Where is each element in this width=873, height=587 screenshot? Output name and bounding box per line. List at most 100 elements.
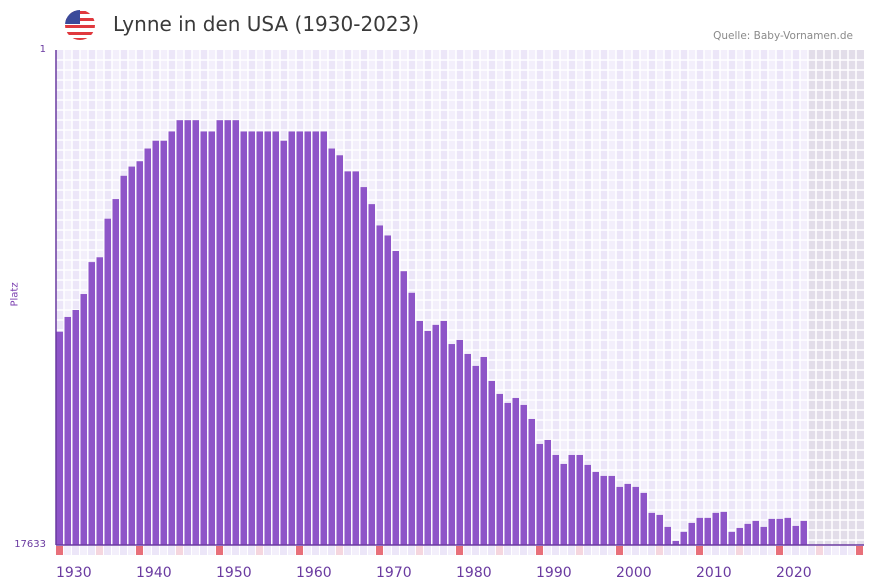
year-marker-2009 <box>688 546 695 555</box>
bar-1950 <box>216 120 223 545</box>
bar-1956 <box>264 131 271 546</box>
year-marker-1969 <box>368 546 375 555</box>
year-marker-1962 <box>312 546 319 555</box>
bar-2009 <box>688 522 695 545</box>
year-marker-1941 <box>144 546 151 555</box>
bar-1979 <box>448 344 455 545</box>
source-credit: Quelle: Baby-Vornamen.de <box>713 30 853 42</box>
year-marker-2011 <box>704 546 711 555</box>
year-marker-2006 <box>664 546 671 555</box>
bar-1970 <box>376 225 383 545</box>
bar-1971 <box>384 235 391 545</box>
bar-1972 <box>392 251 399 546</box>
bar-2018 <box>760 526 767 545</box>
bar-1935 <box>96 257 103 545</box>
bar-1993 <box>560 463 567 545</box>
year-marker-1964 <box>328 546 335 555</box>
year-marker-1985 <box>496 546 503 555</box>
grid-column <box>456 50 464 545</box>
year-marker-1950 <box>216 546 223 555</box>
bar-1941 <box>144 148 151 545</box>
year-marker-2003 <box>640 546 647 555</box>
grid-column <box>504 50 512 545</box>
x-tick-label: 1930 <box>56 565 92 581</box>
bar-1980 <box>456 339 463 545</box>
bar-1953 <box>240 131 247 546</box>
x-tick-label: 1990 <box>536 565 572 581</box>
grid-column <box>736 50 744 545</box>
bar-1989 <box>528 418 535 545</box>
bar-1961 <box>304 131 311 546</box>
year-marker-1939 <box>128 546 135 555</box>
year-marker-1976 <box>424 546 431 555</box>
bar-1990 <box>536 443 543 545</box>
grid-column <box>744 50 752 545</box>
page-title: Lynne in den USA (1930-2023) <box>113 12 420 36</box>
bar-2012 <box>712 512 719 545</box>
bar-1967 <box>352 171 359 546</box>
year-marker-1975 <box>416 546 423 555</box>
bar-1948 <box>200 131 207 546</box>
grid-column <box>576 50 584 545</box>
bar-1966 <box>344 171 351 546</box>
bar-1949 <box>208 131 215 546</box>
bar-1939 <box>128 166 135 545</box>
x-tick-label: 1980 <box>456 565 492 581</box>
bar-1988 <box>520 404 527 545</box>
grid-column <box>688 50 696 545</box>
grid-column <box>432 50 440 545</box>
us-flag-icon <box>65 10 95 40</box>
bar-1937 <box>112 199 119 545</box>
grid-column <box>496 50 504 545</box>
bar-1985 <box>496 393 503 545</box>
bar-1975 <box>416 320 423 545</box>
bar-2019 <box>768 518 775 545</box>
year-marker-1995 <box>576 546 583 555</box>
grid-column <box>472 50 480 545</box>
grid-column <box>696 50 704 545</box>
year-marker-2000 <box>616 546 623 555</box>
bar-1960 <box>296 131 303 546</box>
year-marker-2015 <box>736 546 743 555</box>
year-marker-1994 <box>568 546 575 555</box>
year-marker-2005 <box>656 546 663 555</box>
year-marker-1959 <box>288 546 295 555</box>
grid-column <box>528 50 536 545</box>
grid-column <box>72 50 80 545</box>
bar-2015 <box>736 527 743 545</box>
year-marker-1974 <box>408 546 415 555</box>
year-marker-1953 <box>240 546 247 555</box>
year-marker-1970 <box>376 546 383 555</box>
bar-1987 <box>512 397 519 545</box>
year-marker-2030 <box>856 546 863 555</box>
grid-column <box>624 50 632 545</box>
year-marker-2010 <box>696 546 703 555</box>
grid-column <box>784 50 792 545</box>
year-marker-2002 <box>632 546 639 555</box>
grid-column <box>656 50 664 545</box>
bar-2000 <box>616 486 623 545</box>
year-marker-1961 <box>304 546 311 555</box>
bar-2008 <box>680 531 687 545</box>
year-marker-1951 <box>224 546 231 555</box>
bar-1999 <box>608 475 615 545</box>
grid-column <box>816 50 824 545</box>
bar-1942 <box>152 140 159 545</box>
year-marker-1990 <box>536 546 543 555</box>
x-tick-label: 2020 <box>776 565 812 581</box>
year-marker-1934 <box>88 546 95 555</box>
grid-column <box>632 50 640 545</box>
year-marker-1937 <box>112 546 119 555</box>
bar-2007 <box>672 540 679 545</box>
bar-1991 <box>544 439 551 545</box>
bar-1969 <box>368 204 375 546</box>
grid-column <box>648 50 656 545</box>
year-marker-1973 <box>400 546 407 555</box>
year-marker-1988 <box>520 546 527 555</box>
bar-1952 <box>232 120 239 545</box>
year-marker-1942 <box>152 546 159 555</box>
year-marker-1946 <box>184 546 191 555</box>
year-marker-2018 <box>760 546 767 555</box>
bar-1931 <box>64 316 71 545</box>
